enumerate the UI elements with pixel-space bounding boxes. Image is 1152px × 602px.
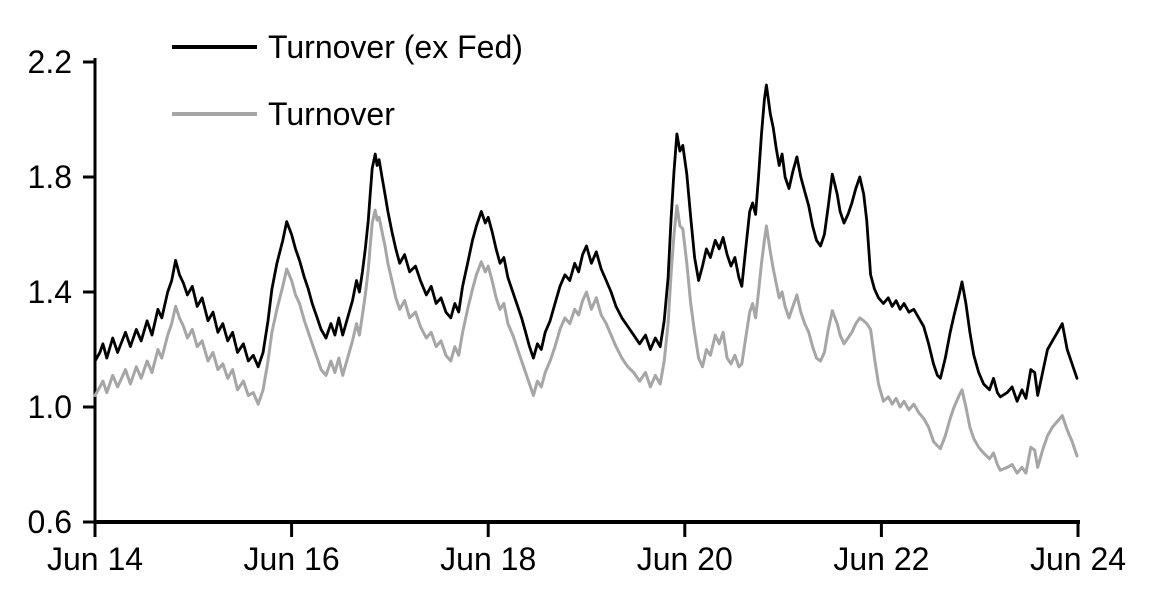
y-tick-label: 1.0 — [28, 389, 72, 425]
y-tick-label: 0.6 — [28, 504, 72, 540]
series-line-turnover-ex-fed — [93, 83, 1079, 403]
x-tick-label: Jun 16 — [244, 541, 340, 577]
series-line-turnover — [93, 204, 1079, 475]
x-tick-label: Jun 14 — [47, 541, 143, 577]
y-tick-label: 1.4 — [28, 274, 72, 310]
legend-label-turnover-ex-fed: Turnover (ex Fed) — [268, 29, 523, 65]
x-tick-label: Jun 22 — [833, 541, 929, 577]
y-tick-label: 2.2 — [28, 44, 72, 80]
y-tick-label: 1.8 — [28, 159, 72, 195]
x-tick-label: Jun 20 — [637, 541, 733, 577]
x-tick-label: Jun 18 — [440, 541, 536, 577]
legend-label-turnover: Turnover — [268, 96, 395, 132]
x-tick-label: Jun 24 — [1030, 541, 1126, 577]
